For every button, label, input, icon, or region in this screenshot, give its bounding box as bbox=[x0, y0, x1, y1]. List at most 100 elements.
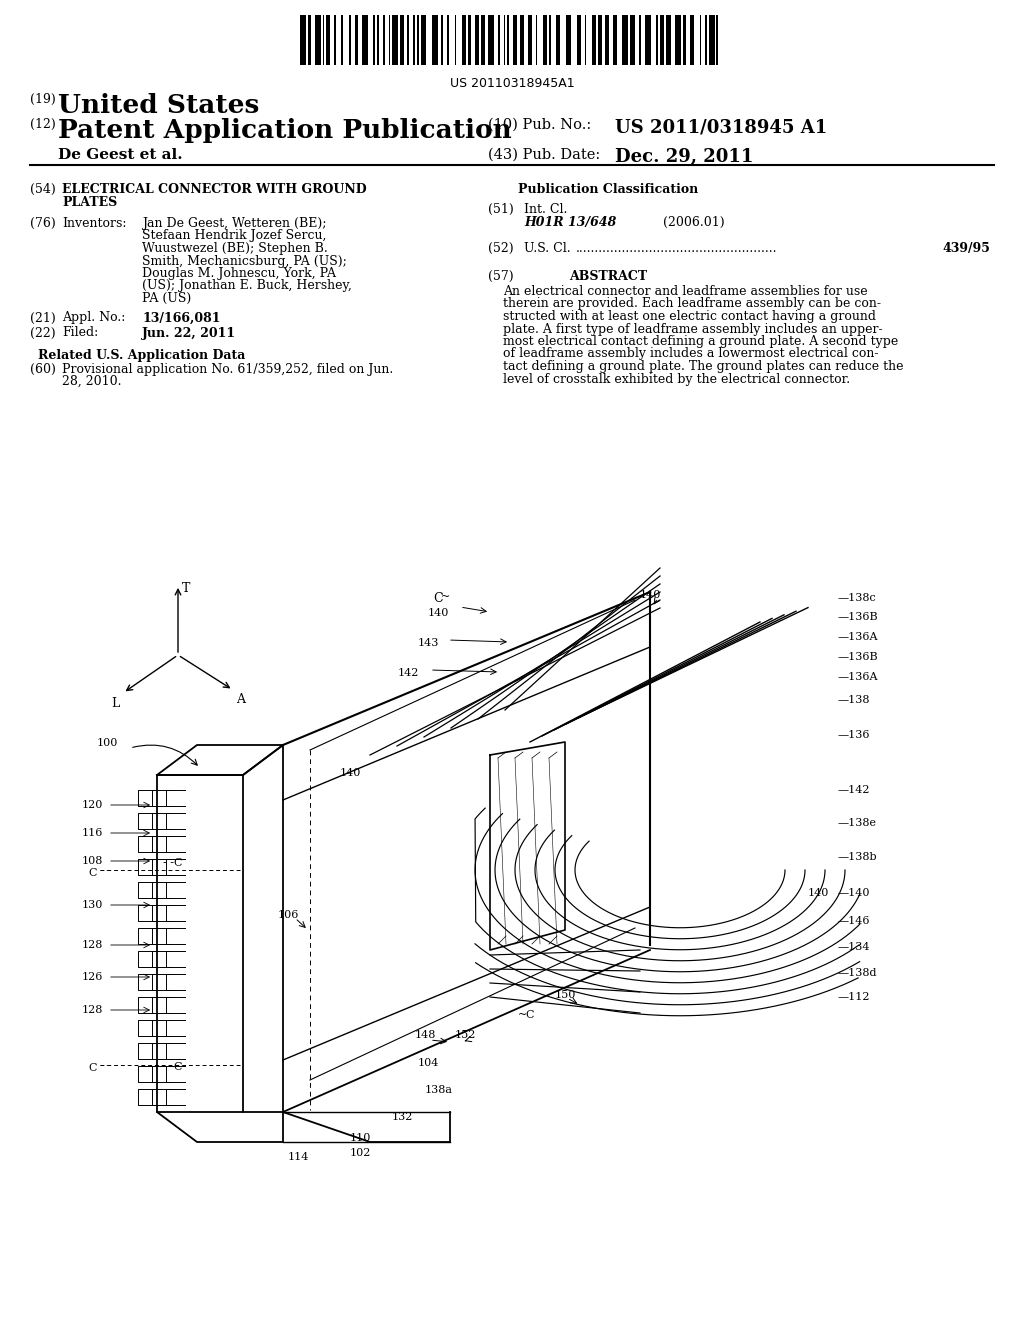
Text: —138: —138 bbox=[838, 696, 870, 705]
Text: PLATES: PLATES bbox=[62, 195, 118, 209]
Bar bbox=[623, 15, 628, 65]
Text: Related U.S. Application Data: Related U.S. Application Data bbox=[38, 348, 246, 362]
Bar bbox=[377, 15, 379, 65]
Bar bbox=[585, 15, 587, 65]
Text: (76): (76) bbox=[30, 216, 55, 230]
Text: 142: 142 bbox=[398, 668, 420, 678]
Text: Int. Cl.: Int. Cl. bbox=[524, 203, 567, 216]
Text: (54): (54) bbox=[30, 183, 55, 195]
Text: 100: 100 bbox=[97, 738, 119, 748]
Text: ....................................................: ........................................… bbox=[575, 242, 777, 255]
Text: 152: 152 bbox=[455, 1030, 476, 1040]
Bar bbox=[349, 15, 351, 65]
Bar bbox=[717, 15, 719, 65]
Text: Filed:: Filed: bbox=[62, 326, 98, 339]
Text: Inventors:: Inventors: bbox=[62, 216, 127, 230]
Text: United States: United States bbox=[58, 92, 259, 117]
Text: 102: 102 bbox=[350, 1148, 372, 1158]
Text: 120: 120 bbox=[82, 800, 103, 810]
Bar bbox=[549, 15, 551, 65]
Text: —140: —140 bbox=[838, 888, 870, 898]
Text: 439/95: 439/95 bbox=[942, 242, 990, 255]
Text: (51): (51) bbox=[488, 203, 514, 216]
Bar bbox=[323, 15, 325, 65]
Text: Patent Application Publication: Patent Application Publication bbox=[58, 117, 512, 143]
Text: Provisional application No. 61/359,252, filed on Jun.: Provisional application No. 61/359,252, … bbox=[62, 363, 393, 375]
Text: ~: ~ bbox=[518, 1010, 527, 1020]
Bar bbox=[520, 15, 524, 65]
Bar bbox=[374, 15, 376, 65]
Bar bbox=[498, 15, 500, 65]
Text: US 20110318945A1: US 20110318945A1 bbox=[450, 77, 574, 90]
Bar bbox=[630, 15, 636, 65]
Text: Jan De Geest, Wetteren (BE);: Jan De Geest, Wetteren (BE); bbox=[142, 216, 327, 230]
Text: Jun. 22, 2011: Jun. 22, 2011 bbox=[142, 326, 237, 339]
Text: An electrical connector and leadframe assemblies for use: An electrical connector and leadframe as… bbox=[503, 285, 867, 298]
Bar bbox=[447, 15, 449, 65]
Text: 110: 110 bbox=[350, 1133, 372, 1143]
Text: (19): (19) bbox=[30, 92, 55, 106]
Text: Appl. No.:: Appl. No.: bbox=[62, 312, 125, 325]
Text: 128: 128 bbox=[82, 1005, 103, 1015]
Bar bbox=[605, 15, 609, 65]
Bar bbox=[513, 15, 517, 65]
Text: US 2011/0318945 A1: US 2011/0318945 A1 bbox=[615, 117, 827, 136]
Text: (10) Pub. No.:: (10) Pub. No.: bbox=[488, 117, 591, 132]
Text: most electrical contact defining a ground plate. A second type: most electrical contact defining a groun… bbox=[503, 335, 898, 348]
Bar bbox=[455, 15, 457, 65]
Text: —112: —112 bbox=[838, 993, 870, 1002]
Text: 13/166,081: 13/166,081 bbox=[142, 312, 220, 325]
Text: U.S. Cl.: U.S. Cl. bbox=[524, 242, 570, 255]
Text: (12): (12) bbox=[30, 117, 55, 131]
Bar bbox=[315, 15, 321, 65]
Text: Douglas M. Johnescu, York, PA: Douglas M. Johnescu, York, PA bbox=[142, 267, 336, 280]
Bar bbox=[383, 15, 385, 65]
Bar bbox=[598, 15, 601, 65]
Bar bbox=[488, 15, 495, 65]
Bar bbox=[327, 15, 330, 65]
Text: Stefaan Hendrik Jozef Sercu,: Stefaan Hendrik Jozef Sercu, bbox=[142, 230, 327, 243]
Bar bbox=[656, 15, 658, 65]
Bar bbox=[683, 15, 686, 65]
Text: C: C bbox=[525, 1010, 534, 1020]
Text: 140: 140 bbox=[808, 888, 829, 898]
Text: —146: —146 bbox=[838, 916, 870, 927]
Bar bbox=[432, 15, 437, 65]
Text: - -C: - -C bbox=[163, 1063, 182, 1072]
Text: —134: —134 bbox=[838, 942, 870, 952]
Text: level of crosstalk exhibited by the electrical connector.: level of crosstalk exhibited by the elec… bbox=[503, 372, 850, 385]
Text: PA (US): PA (US) bbox=[142, 292, 191, 305]
Bar bbox=[507, 15, 509, 65]
Bar bbox=[612, 15, 616, 65]
Text: 128: 128 bbox=[82, 940, 103, 950]
Text: tact defining a ground plate. The ground plates can reduce the: tact defining a ground plate. The ground… bbox=[503, 360, 903, 374]
Text: (2006.01): (2006.01) bbox=[663, 216, 725, 228]
Bar bbox=[592, 15, 596, 65]
Bar bbox=[645, 15, 650, 65]
Text: 132: 132 bbox=[392, 1111, 414, 1122]
Bar bbox=[408, 15, 410, 65]
Text: 116: 116 bbox=[82, 828, 103, 838]
Text: plate. A first type of leadframe assembly includes an upper-: plate. A first type of leadframe assembl… bbox=[503, 322, 883, 335]
Text: 108: 108 bbox=[82, 855, 103, 866]
Bar bbox=[481, 15, 484, 65]
Text: ~: ~ bbox=[441, 591, 451, 602]
Text: De Geest et al.: De Geest et al. bbox=[58, 148, 182, 162]
Text: (43) Pub. Date:: (43) Pub. Date: bbox=[488, 148, 600, 162]
Bar bbox=[666, 15, 672, 65]
Text: 114: 114 bbox=[288, 1152, 309, 1162]
Text: Smith, Mechanicsburg, PA (US);: Smith, Mechanicsburg, PA (US); bbox=[142, 255, 347, 268]
Text: —138b: —138b bbox=[838, 851, 878, 862]
Text: ABSTRACT: ABSTRACT bbox=[569, 271, 647, 282]
Text: 104: 104 bbox=[418, 1059, 439, 1068]
Text: 106: 106 bbox=[278, 909, 299, 920]
Text: —136B: —136B bbox=[838, 612, 879, 622]
Text: —136A: —136A bbox=[838, 632, 879, 642]
Text: - -: - - bbox=[100, 1061, 110, 1071]
Text: 28, 2010.: 28, 2010. bbox=[62, 375, 122, 388]
Bar bbox=[556, 15, 560, 65]
Bar bbox=[706, 15, 707, 65]
Text: —136B: —136B bbox=[838, 652, 879, 663]
Bar bbox=[462, 15, 466, 65]
Text: - -: - - bbox=[100, 866, 110, 875]
